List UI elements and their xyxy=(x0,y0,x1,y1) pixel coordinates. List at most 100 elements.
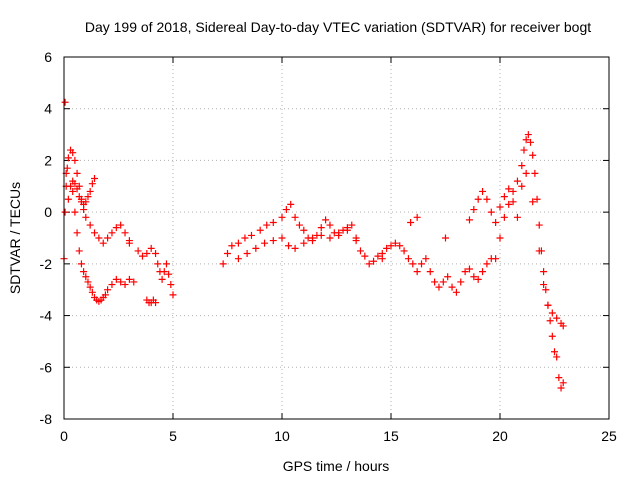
data-point xyxy=(143,250,151,258)
data-point xyxy=(352,237,360,245)
data-point xyxy=(326,234,334,242)
series-late-secondary xyxy=(465,169,567,330)
data-point xyxy=(557,384,565,392)
data-point xyxy=(91,229,99,237)
data-point xyxy=(365,260,373,268)
data-point xyxy=(509,187,517,195)
data-point xyxy=(61,98,69,106)
data-point xyxy=(247,231,255,239)
data-point xyxy=(470,206,478,214)
x-axis-label: GPS time / hours xyxy=(283,458,390,474)
data-point xyxy=(317,231,325,239)
data-point xyxy=(112,224,120,232)
data-point xyxy=(442,234,449,242)
data-point xyxy=(80,268,88,276)
data-point xyxy=(431,278,439,286)
data-point xyxy=(287,200,295,208)
data-point xyxy=(520,146,528,154)
data-point xyxy=(426,268,434,276)
data-point xyxy=(559,379,567,387)
data-point xyxy=(513,177,521,185)
data-point xyxy=(75,247,83,255)
data-point xyxy=(553,314,561,322)
y-tick-label: 4 xyxy=(44,101,52,117)
data-point xyxy=(439,278,447,286)
data-point xyxy=(121,229,129,237)
data-point xyxy=(422,255,430,263)
data-point xyxy=(256,226,264,234)
data-point xyxy=(243,250,251,258)
data-point xyxy=(413,213,421,221)
data-point xyxy=(300,239,308,247)
data-point xyxy=(518,182,526,190)
data-point xyxy=(483,260,491,268)
data-point xyxy=(86,221,94,229)
data-point xyxy=(492,218,500,226)
data-point xyxy=(125,275,133,283)
data-point xyxy=(546,317,554,325)
data-point xyxy=(112,275,120,283)
x-tick-label: 10 xyxy=(274,428,290,444)
data-point xyxy=(138,252,146,260)
data-point xyxy=(158,275,166,283)
data-point xyxy=(513,213,521,221)
data-point xyxy=(82,198,90,206)
y-tick-label: -6 xyxy=(40,359,53,375)
data-point xyxy=(496,203,504,211)
series-mid-lower xyxy=(234,226,360,263)
data-point xyxy=(383,244,391,252)
data-point xyxy=(67,182,75,190)
data-point xyxy=(104,234,112,242)
data-point xyxy=(361,252,369,260)
data-point xyxy=(291,244,299,252)
data-point xyxy=(527,138,535,146)
data-point xyxy=(465,265,473,273)
data-point xyxy=(413,268,421,276)
data-point xyxy=(82,273,90,281)
data-point xyxy=(300,226,308,234)
x-tick-label: 15 xyxy=(383,428,399,444)
data-point xyxy=(418,260,426,268)
data-point xyxy=(518,162,526,170)
plot-frame xyxy=(63,56,610,420)
data-point xyxy=(269,237,277,245)
data-point xyxy=(117,278,125,286)
data-point xyxy=(234,255,242,263)
data-point xyxy=(121,281,129,289)
data-point xyxy=(348,221,356,229)
data-point xyxy=(219,260,227,268)
data-point xyxy=(130,278,138,286)
data-point xyxy=(64,154,72,162)
data-point xyxy=(282,206,290,214)
data-point xyxy=(84,278,92,286)
data-point xyxy=(522,169,530,177)
data-point xyxy=(540,281,548,289)
data-point xyxy=(465,216,473,224)
data-point xyxy=(448,283,456,291)
data-point xyxy=(457,278,465,286)
data-point xyxy=(535,247,543,255)
data-point xyxy=(531,169,539,177)
data-point xyxy=(356,247,364,255)
data-point xyxy=(69,149,77,157)
data-point xyxy=(73,169,81,177)
series-isolated xyxy=(61,98,449,263)
data-point xyxy=(544,301,552,309)
data-point xyxy=(370,257,378,265)
axis-ticks xyxy=(63,56,610,420)
data-point xyxy=(555,374,563,382)
data-point xyxy=(326,221,334,229)
data-point xyxy=(91,175,99,183)
data-point xyxy=(435,283,443,291)
series-early-loop xyxy=(64,175,99,208)
data-point xyxy=(263,221,271,229)
data-point xyxy=(322,216,330,224)
data-point xyxy=(71,156,79,164)
data-point xyxy=(224,250,231,258)
data-point xyxy=(278,234,286,242)
data-point xyxy=(479,187,487,195)
y-axis-label: SDTVAR / TECUs xyxy=(7,182,23,294)
x-tick-labels: 0 5 10 15 20 25 xyxy=(60,428,617,444)
grid-lines xyxy=(64,57,609,419)
data-point xyxy=(387,242,395,250)
